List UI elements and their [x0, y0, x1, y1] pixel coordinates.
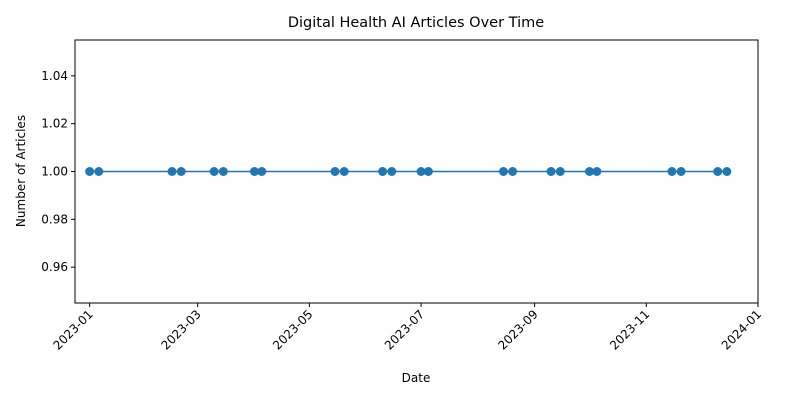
x-tick-label: 2023-09	[495, 307, 540, 352]
data-point	[85, 167, 95, 176]
x-tick-label: 2023-03	[158, 307, 203, 352]
data-point	[330, 167, 340, 176]
data-point	[387, 167, 397, 176]
data-point	[416, 167, 426, 176]
data-point	[555, 167, 565, 176]
x-tick-label: 2023-11	[607, 307, 652, 352]
data-point	[339, 167, 349, 176]
plot-area	[85, 167, 732, 176]
data-point	[722, 167, 732, 176]
x-axis: 2023-01 2023-03 2023-05 2023-07 2023-09 2023-…	[50, 303, 764, 353]
y-tick-label: 1.02	[41, 117, 68, 131]
data-point	[585, 167, 595, 176]
data-point	[209, 167, 219, 176]
data-point	[218, 167, 228, 176]
x-tick-label: 2024-01	[719, 307, 764, 352]
data-point	[94, 167, 104, 176]
data-point	[546, 167, 556, 176]
data-point	[713, 167, 723, 176]
chart-title: Digital Health AI Articles Over Time	[288, 15, 544, 31]
x-axis-label: Date	[402, 371, 431, 385]
y-axis: 0.96 0.98 1.00 1.02 1.04	[41, 69, 75, 274]
x-tick-label: 2023-05	[270, 307, 315, 352]
data-point	[508, 167, 518, 176]
data-point	[676, 167, 686, 176]
data-point	[498, 167, 508, 176]
y-axis-label: Number of Articles	[14, 115, 28, 227]
data-point	[249, 167, 259, 176]
y-tick-label: 0.98	[41, 212, 68, 226]
y-tick-label: 0.96	[41, 260, 68, 274]
x-tick-label: 2023-01	[50, 307, 95, 352]
data-point	[167, 167, 177, 176]
y-tick-label: 1.00	[41, 165, 68, 179]
data-point	[423, 167, 433, 176]
data-point	[176, 167, 186, 176]
y-tick-label: 1.04	[41, 69, 68, 83]
x-tick-label: 2023-07	[382, 307, 427, 352]
data-point	[592, 167, 602, 176]
data-point	[257, 167, 267, 176]
data-point	[667, 167, 677, 176]
data-point	[378, 167, 388, 176]
